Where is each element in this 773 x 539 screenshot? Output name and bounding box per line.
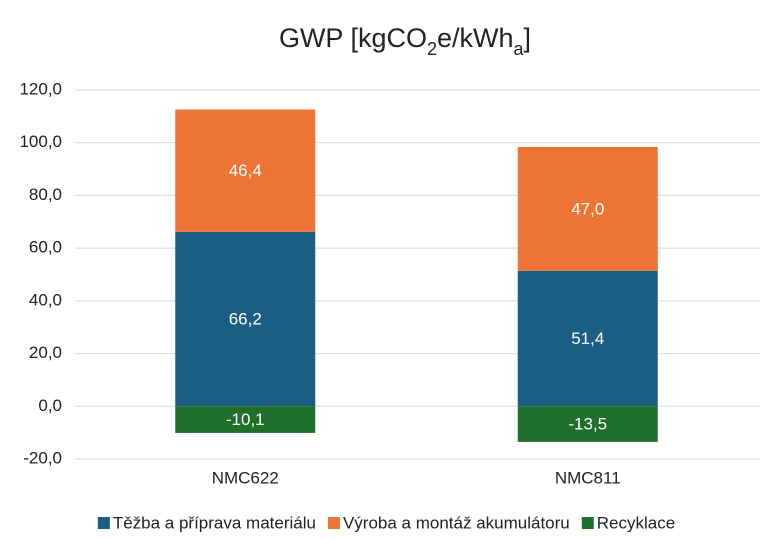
y-tick-label: 80,0 (29, 185, 62, 204)
y-tick-label: -20,0 (23, 448, 62, 467)
legend-label: Recyklace (597, 513, 675, 532)
y-tick-label: 0,0 (38, 396, 62, 415)
bar-segment (517, 270, 658, 407)
bar-segment (517, 146, 658, 271)
data-label: 51,4 (571, 329, 604, 348)
bar-segment (175, 231, 316, 407)
title-part: a (514, 39, 525, 59)
y-tick-label: 20,0 (29, 343, 62, 362)
data-label: -13,5 (568, 415, 607, 434)
title-part: ] (524, 23, 532, 53)
chart-title: GWP [kgCO2e/kWha] (279, 23, 531, 59)
title-part: GWP [kgCO (279, 23, 427, 53)
title-part: 2 (427, 39, 437, 59)
y-tick-label: 60,0 (29, 238, 62, 257)
legend-swatch (581, 517, 594, 529)
y-tick-label: 40,0 (29, 290, 62, 309)
data-label: 66,2 (229, 310, 262, 329)
legend: Těžba a příprava materiálu Výroba a montá… (97, 513, 675, 532)
legend-swatch (97, 517, 110, 529)
y-tick-label: 120,0 (19, 79, 62, 98)
data-label: 47,0 (571, 199, 604, 218)
legend-label: Těžba a příprava materiálu (113, 513, 316, 532)
x-tick-label: NMC811 (555, 468, 621, 487)
legend-label: Výroba a montáž akumulátoru (343, 513, 570, 532)
bar-segment (517, 406, 658, 442)
data-label: -10,1 (226, 410, 265, 429)
title-part: e/kWh (437, 23, 514, 53)
bar-segment (175, 109, 316, 232)
bar-segment (175, 406, 316, 433)
x-tick-label: NMC622 (212, 468, 279, 487)
y-tick-label: 100,0 (19, 132, 62, 151)
data-label: 46,4 (229, 161, 262, 180)
legend-swatch (327, 517, 340, 529)
